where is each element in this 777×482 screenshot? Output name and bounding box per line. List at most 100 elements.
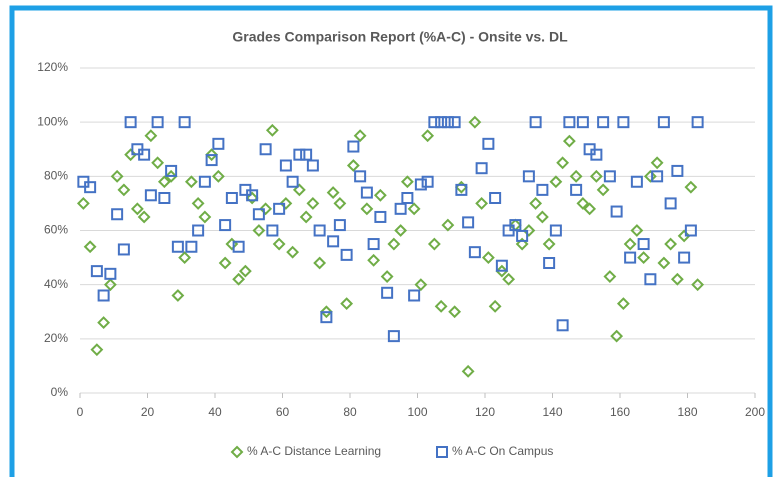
point — [90, 265, 103, 278]
point — [340, 248, 353, 261]
point — [664, 197, 677, 210]
point — [691, 116, 704, 129]
point — [286, 245, 300, 259]
point — [643, 169, 657, 183]
point — [401, 192, 414, 204]
point — [448, 116, 461, 129]
point — [657, 116, 670, 129]
y-tick-label: 120% — [37, 60, 68, 74]
legend-label: % A-C Distance Learning — [247, 444, 381, 458]
point — [171, 289, 185, 302]
point — [563, 116, 576, 129]
point — [535, 210, 549, 224]
point — [475, 162, 488, 175]
point — [157, 175, 171, 189]
point — [616, 297, 630, 311]
point — [650, 156, 664, 170]
point — [461, 364, 475, 378]
point — [252, 224, 266, 237]
point — [158, 192, 171, 204]
point — [556, 156, 570, 170]
point — [387, 330, 400, 343]
legend-marker — [230, 445, 244, 459]
point — [542, 237, 556, 251]
point — [489, 192, 502, 204]
point — [300, 148, 313, 161]
point — [435, 116, 448, 129]
point — [678, 251, 691, 264]
point — [617, 116, 630, 129]
point — [192, 224, 205, 237]
point — [246, 189, 259, 202]
point — [670, 272, 684, 286]
x-tick-label: 180 — [677, 405, 697, 419]
point — [130, 202, 144, 216]
point — [630, 175, 643, 188]
point — [374, 210, 387, 223]
point — [543, 257, 556, 269]
x-tick-label: 120 — [475, 405, 495, 419]
point — [104, 267, 117, 280]
point — [232, 240, 245, 253]
point — [407, 202, 421, 216]
point — [462, 216, 475, 229]
point — [427, 237, 441, 251]
point — [144, 129, 158, 143]
x-tick-label: 80 — [343, 405, 357, 419]
point — [151, 156, 165, 170]
point — [671, 164, 684, 177]
point — [252, 208, 265, 221]
point — [103, 278, 117, 292]
point — [76, 197, 90, 210]
point — [434, 299, 448, 313]
point — [684, 224, 697, 237]
point — [110, 169, 124, 183]
point — [218, 256, 232, 270]
point — [529, 116, 542, 129]
point — [414, 278, 428, 292]
point — [482, 137, 495, 150]
point — [394, 202, 407, 215]
point — [151, 116, 164, 129]
point — [238, 264, 252, 278]
x-tick-label: 140 — [542, 405, 562, 419]
point — [549, 175, 563, 189]
frame — [9, 5, 773, 477]
x-tick-label: 160 — [610, 405, 630, 419]
point — [367, 238, 380, 251]
point — [346, 159, 360, 172]
point — [394, 224, 408, 237]
point — [340, 297, 354, 311]
point — [272, 237, 286, 251]
x-tick-label: 20 — [141, 405, 155, 419]
point — [664, 237, 678, 251]
point — [124, 148, 138, 162]
point — [380, 270, 394, 283]
point — [184, 175, 198, 189]
point — [441, 116, 454, 129]
x-tick-label: 40 — [208, 405, 222, 419]
point — [684, 180, 698, 194]
point — [320, 311, 333, 324]
point — [185, 240, 198, 253]
point — [265, 123, 279, 137]
point — [570, 183, 583, 196]
point — [536, 183, 549, 196]
point — [583, 202, 597, 216]
point — [455, 183, 468, 196]
point — [319, 305, 333, 319]
point — [624, 251, 637, 264]
point — [603, 170, 616, 183]
point — [367, 253, 381, 267]
chart-title: Grades Comparison Report (%A-C) - Onsite… — [232, 29, 568, 45]
point — [205, 154, 218, 167]
point — [515, 237, 529, 251]
point — [421, 175, 434, 188]
x-tick-label: 100 — [407, 405, 427, 419]
point — [589, 169, 603, 183]
point — [576, 197, 590, 210]
point — [144, 189, 157, 202]
point — [273, 202, 286, 215]
point — [198, 175, 211, 188]
